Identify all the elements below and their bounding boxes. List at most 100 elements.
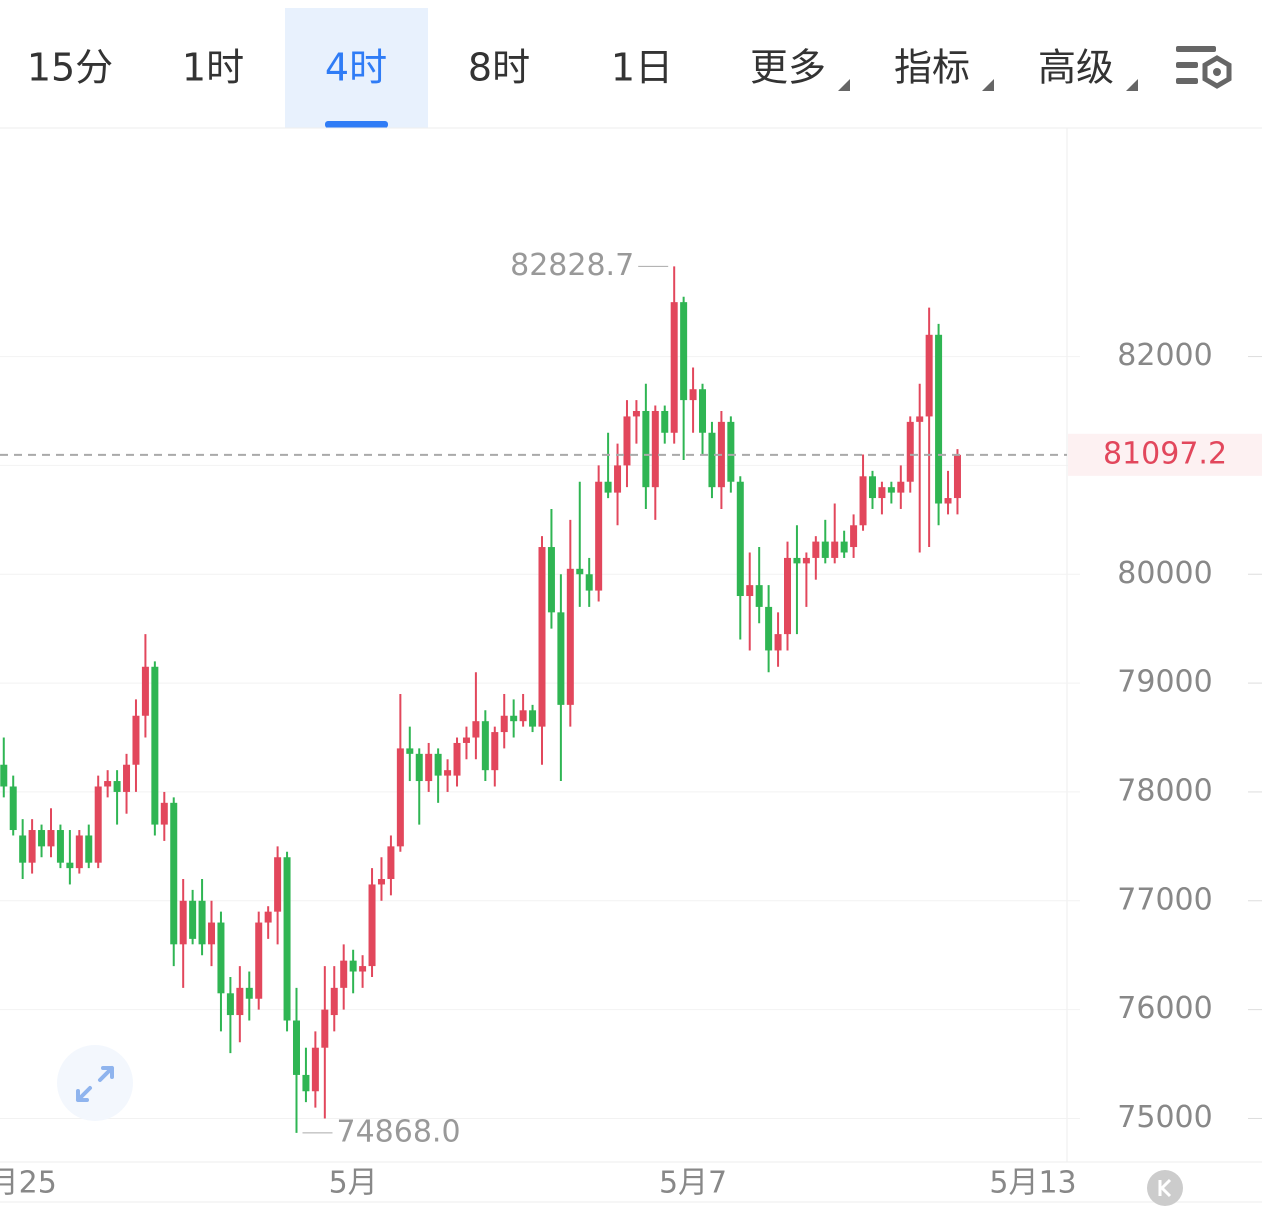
- candle-body: [472, 721, 480, 738]
- candle-body: [28, 830, 36, 863]
- candle-body: [349, 960, 357, 972]
- candle-body: [925, 334, 933, 417]
- candle-body: [189, 900, 197, 939]
- candle-body: [415, 753, 423, 782]
- candle-body: [444, 770, 452, 776]
- y-tick-label: 82000: [1117, 338, 1212, 373]
- menu-caret: [982, 79, 994, 91]
- max-label: 82828.7: [510, 248, 634, 283]
- menu-tab[interactable]: 高级: [1038, 46, 1114, 90]
- candle-body: [821, 541, 829, 558]
- candle-body: [38, 830, 46, 847]
- timeframe-tab[interactable]: 8时: [468, 46, 530, 90]
- expand-button[interactable]: [57, 1045, 133, 1121]
- candle-body: [179, 900, 187, 945]
- timeframe-tab[interactable]: 15分: [27, 46, 113, 90]
- candle-body: [661, 410, 669, 433]
- candle-body: [784, 557, 792, 635]
- timeframe-tab[interactable]: 1日: [611, 46, 673, 90]
- candle-body: [538, 547, 546, 727]
- candle-body: [198, 900, 206, 945]
- candle-body: [396, 748, 404, 847]
- candle-body: [944, 498, 952, 504]
- candle-body: [236, 987, 244, 1016]
- candle-body: [359, 966, 367, 972]
- candle-body: [642, 410, 650, 488]
- candle-body: [462, 737, 470, 743]
- candle-body: [123, 764, 131, 792]
- candle-body: [547, 547, 555, 613]
- candle-body: [699, 389, 707, 433]
- menu-tab[interactable]: 指标: [894, 46, 970, 90]
- candle-body: [245, 987, 253, 999]
- candle-body: [94, 786, 102, 863]
- candle-body: [491, 732, 499, 771]
- candle-body: [802, 557, 810, 564]
- candle-body: [595, 481, 603, 591]
- menu-tab[interactable]: 更多: [750, 46, 826, 90]
- timeframe-tab[interactable]: 4时: [325, 46, 387, 90]
- candle-body: [434, 753, 442, 776]
- candle-body: [529, 710, 537, 727]
- candle-body: [831, 541, 839, 558]
- candle-body: [878, 487, 886, 499]
- candle-body: [566, 568, 574, 705]
- candle-body: [793, 557, 801, 564]
- selected-tab-bg: [285, 8, 428, 128]
- candle-body: [850, 525, 858, 548]
- candle-body: [868, 476, 876, 499]
- candle-body: [916, 416, 924, 422]
- candle-body: [859, 476, 867, 526]
- candle-body: [264, 911, 272, 923]
- candle-body: [104, 781, 112, 787]
- candle-body: [557, 612, 565, 705]
- candle-body: [160, 802, 168, 825]
- candle-body: [170, 802, 178, 945]
- candle-body: [283, 857, 291, 1021]
- y-tick-label: 79000: [1117, 665, 1212, 700]
- candle-body: [614, 465, 622, 493]
- candle-body: [132, 715, 140, 765]
- candle-body: [56, 830, 64, 863]
- min-label: 74868.0: [336, 1114, 460, 1149]
- y-tick-label: 77000: [1117, 882, 1212, 917]
- candle-body: [755, 585, 763, 607]
- timeframe-tab[interactable]: 1时: [182, 46, 244, 90]
- candle-body: [953, 454, 961, 499]
- candle-body: [897, 481, 905, 493]
- candle-body: [113, 781, 121, 792]
- candle-body: [141, 666, 149, 716]
- candle-body: [519, 710, 527, 722]
- candle-body: [746, 585, 754, 597]
- candle-body: [66, 862, 74, 869]
- candle-body: [311, 1047, 319, 1092]
- candle-body: [377, 879, 385, 885]
- candle-body: [217, 922, 225, 994]
- candle-body: [680, 302, 688, 401]
- candle-body: [85, 835, 93, 863]
- candle-body: [302, 1074, 310, 1092]
- candle-body: [812, 541, 820, 558]
- settings-icon[interactable]: [1176, 46, 1232, 89]
- selected-tab-indicator: [325, 121, 388, 128]
- candle-body: [75, 835, 83, 869]
- candle-body: [368, 884, 376, 967]
- k-button[interactable]: [1147, 1170, 1183, 1206]
- candle-body: [226, 993, 234, 1016]
- candle-body: [274, 857, 282, 912]
- candle-body: [887, 487, 895, 493]
- candle-body: [765, 606, 773, 651]
- candle-body: [19, 835, 27, 863]
- last-price-box: [1068, 433, 1262, 476]
- candle-body: [727, 421, 735, 482]
- x-tick-label: 5月7: [659, 1166, 727, 1201]
- candle-body: [0, 764, 8, 787]
- y-tick-label: 80000: [1117, 556, 1212, 591]
- candle-body: [651, 410, 659, 488]
- candle-body: [292, 1020, 300, 1075]
- candle-body: [510, 715, 518, 722]
- candle-body: [330, 987, 338, 1016]
- candle-body: [906, 421, 914, 482]
- candle-body: [576, 568, 584, 575]
